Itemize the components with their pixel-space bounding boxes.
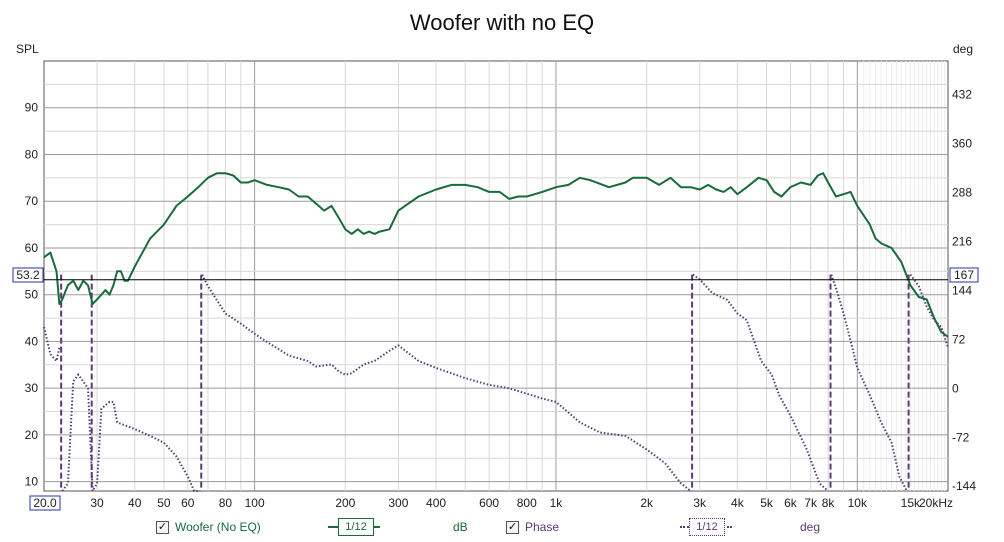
legend-woofer-label: Woofer (No EQ) <box>175 520 261 534</box>
cursor-left-label: 53.2 <box>16 268 40 282</box>
phase-smoothing-button[interactable]: 1/12 <box>689 518 725 536</box>
x-tick-label: 1k <box>550 496 564 510</box>
legend-woofer-toggle[interactable]: ✓ Woofer (No EQ) <box>156 517 261 537</box>
x-tick-label: 3k <box>693 496 707 510</box>
left-tick-label: 60 <box>25 241 39 255</box>
phase-series-line <box>43 326 61 364</box>
phase-series-line <box>909 274 949 348</box>
right-axis-unit: deg <box>953 42 973 56</box>
cursor-right-label-box: 167 <box>949 267 979 283</box>
x-start-label-box: 20.0 <box>29 495 61 511</box>
left-tick-label: 50 <box>25 288 39 302</box>
right-tick-label: 216 <box>952 234 972 248</box>
right-tick-label: -144 <box>952 479 976 493</box>
x-tick-label: 10k <box>848 496 868 510</box>
legend: ✓ Woofer (No EQ) 1/12 dB ✓ Phase 1/12 de… <box>0 517 1004 539</box>
legend-woofer-unit: dB <box>453 520 468 534</box>
x-tick-label: 200 <box>335 496 355 510</box>
right-tick-label: 360 <box>952 136 972 150</box>
x-tick-label: 15k <box>901 496 921 510</box>
cursor-right-label: 167 <box>954 268 974 282</box>
spl-series-line <box>43 172 949 338</box>
right-tick-label: 288 <box>952 185 972 199</box>
right-tick-label: 0 <box>952 381 959 395</box>
left-tick-label: 90 <box>25 101 39 115</box>
series-layer <box>43 172 949 495</box>
left-tick-label: 10 <box>25 475 39 489</box>
x-start-label: 20.0 <box>33 496 57 510</box>
left-tick-label: 40 <box>25 334 39 348</box>
x-tick-label: 4k <box>731 496 745 510</box>
plot-area[interactable] <box>43 60 949 492</box>
x-tick-label: 5k <box>760 496 774 510</box>
left-tick-label: 80 <box>25 147 39 161</box>
x-tick-label: 20kHz <box>919 496 953 510</box>
right-tick-label: 144 <box>952 283 972 297</box>
left-axis-ticks: 90 80 70 60 50 40 30 20 10 <box>25 101 39 489</box>
x-axis-ticks: 30 40 50 60 80 100 200 300 400 600 800 1k 2k 3k 4k 5k 6k… <box>90 496 953 510</box>
x-tick-label: 60 <box>181 496 195 510</box>
left-tick-label: 30 <box>25 381 39 395</box>
left-axis-unit: SPL <box>16 42 39 56</box>
x-tick-label: 80 <box>219 496 233 510</box>
cursor-left-label-box: 53.2 <box>12 267 44 283</box>
x-tick-label: 8k <box>822 496 836 510</box>
x-tick-label: 7k <box>804 496 818 510</box>
woofer-smoothing-button[interactable]: 1/12 <box>338 518 374 536</box>
phase-series-line <box>201 274 692 492</box>
legend-phase-label: Phase <box>525 520 560 534</box>
x-tick-label: 6k <box>784 496 798 510</box>
left-tick-label: 70 <box>25 194 39 208</box>
legend-phase-toggle[interactable]: ✓ Phase <box>506 517 559 537</box>
phase-series-line <box>830 274 908 492</box>
x-tick-label: 50 <box>157 496 171 510</box>
right-tick-label: -72 <box>952 430 970 444</box>
x-tick-label: 40 <box>128 496 142 510</box>
left-tick-label: 20 <box>25 428 39 442</box>
grid <box>44 61 948 491</box>
x-tick-label: 30 <box>90 496 104 510</box>
phase-checkbox[interactable]: ✓ <box>506 520 519 534</box>
x-tick-label: 2k <box>640 496 654 510</box>
x-tick-label: 100 <box>245 496 265 510</box>
woofer-checkbox[interactable]: ✓ <box>156 520 169 534</box>
legend-phase-unit: deg <box>800 520 821 534</box>
x-tick-label: 600 <box>479 496 499 510</box>
right-tick-label: 72 <box>952 332 966 346</box>
chart-title: Woofer with no EQ <box>410 10 594 35</box>
phase-series-line <box>61 373 201 495</box>
x-tick-label: 800 <box>517 496 537 510</box>
right-axis-ticks: 432 360 288 216 144 72 0 -72 -144 <box>952 87 976 493</box>
x-tick-label: 300 <box>388 496 408 510</box>
x-tick-label: 400 <box>426 496 446 510</box>
right-tick-label: 432 <box>952 87 972 101</box>
